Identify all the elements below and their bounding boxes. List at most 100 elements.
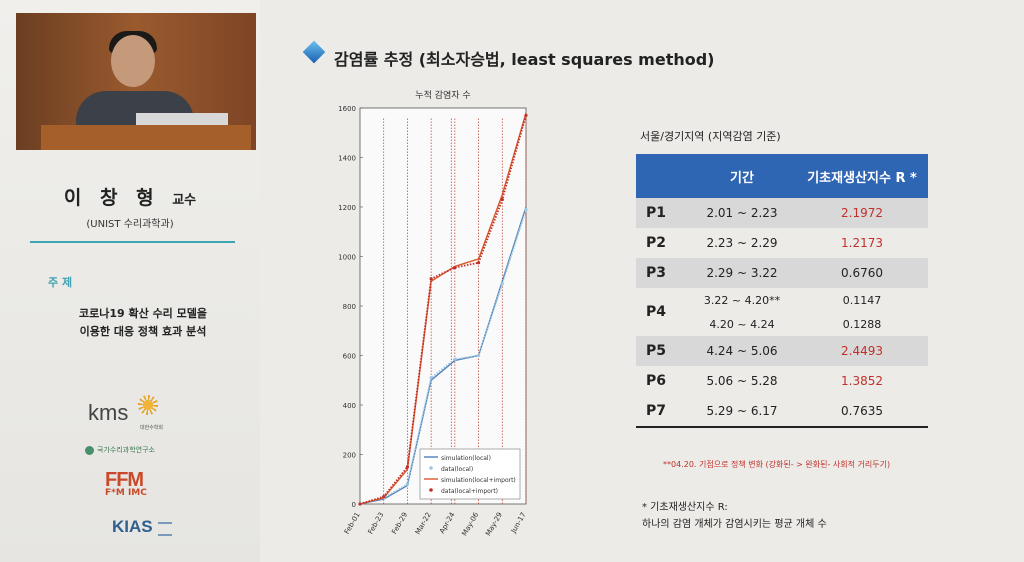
nims-logo: 국가수리과학연구소 [85, 445, 155, 455]
kms-logo-sub: 대한수학회 [140, 425, 164, 431]
r-value: 1.3852 [841, 374, 883, 388]
speaker-title: 교수 [172, 193, 197, 208]
series-point [405, 465, 410, 469]
y-tick-label: 0 [352, 501, 356, 509]
series-point [524, 207, 528, 212]
kms-logo: kms 대한수학회 [88, 400, 163, 431]
table-row: P5 4.24 ~ 5.06 2.4493 [636, 336, 928, 366]
table-header-r: 기초재생산지수 R * [796, 154, 928, 198]
kias-logo-text: KIAS [112, 517, 153, 536]
topic-line1: 코로나19 확산 수리 모델을 [79, 307, 207, 320]
speaker-affiliation: (UNIST 수리과학과) [86, 219, 174, 230]
legend-label: data(local) [441, 466, 473, 473]
series-point [453, 266, 457, 270]
period-code: P7 [636, 396, 688, 428]
series-point [500, 282, 504, 286]
topic-line2: 이용한 대응 정책 효과 분석 [79, 325, 207, 338]
reproduction-number-table: 기간 기초재생산지수 R * P1 2.01 ~ 2.23 2.1972 P2 … [636, 154, 928, 428]
period-range: 4.24 ~ 5.06 [688, 336, 796, 366]
x-tick-label: Feb-29 [390, 511, 409, 536]
ffm-logo-top: FFM [105, 469, 144, 491]
diamond-bullet-icon [302, 40, 326, 64]
y-tick-label: 1000 [338, 254, 356, 262]
divider [30, 241, 235, 243]
r-value: 0.1147 [842, 293, 882, 307]
period-range: 5.29 ~ 6.17 [688, 396, 796, 428]
topic-text: 코로나19 확산 수리 모델을 이용한 대응 정책 효과 분석 [43, 305, 243, 341]
x-tick-label: May-06 [460, 511, 480, 538]
period-range: 2.23 ~ 2.29 [706, 236, 778, 250]
ffm-logo: FFM F*M IMC [105, 470, 155, 498]
x-tick-label: Feb-01 [343, 511, 362, 536]
y-tick-label: 1400 [338, 155, 356, 163]
period-range: 5.06 ~ 5.28 [706, 374, 778, 388]
series-point [429, 277, 433, 281]
table-header-blank [636, 154, 688, 198]
period-code: P2 [646, 235, 667, 251]
kias-logo: KIAS [112, 517, 172, 537]
r-value: 0.7635 [796, 396, 928, 428]
r-definition-title: * 기초재생산지수 R: [642, 502, 728, 513]
legend-label: data(local+import) [441, 488, 498, 495]
table-header-period: 기간 [688, 154, 796, 198]
series-point [500, 197, 504, 202]
series-point [453, 357, 457, 361]
kms-logo-text: kms [88, 400, 129, 425]
series-point [382, 494, 386, 499]
legend-label: simulation(local) [441, 455, 491, 462]
policy-change-footnote: **04.20. 기점으로 정책 변화 (강화된- > 완화된- 사회적 거리두… [663, 460, 891, 469]
r-value: 2.4493 [796, 336, 928, 366]
series-point [476, 261, 481, 265]
speaker-video [16, 13, 256, 150]
kms-sun-icon [138, 395, 158, 415]
x-tick-label: Mar-22 [414, 511, 433, 536]
series-point [476, 353, 481, 358]
kias-lines-icon [158, 522, 172, 536]
speaker-name: 이 창 형 교수 [0, 183, 260, 210]
period-range: 2.29 ~ 3.22 [688, 258, 796, 288]
legend-swatch [429, 488, 433, 492]
legend-swatch [429, 466, 433, 470]
period-code: P1 [636, 198, 688, 228]
period-code: P6 [646, 373, 667, 389]
region-label: 서울/경기지역 (지역감염 기준) [640, 130, 781, 143]
legend-label: simulation(local+import) [441, 477, 516, 484]
r-value: 2.1972 [796, 198, 928, 228]
y-tick-label: 1600 [338, 105, 356, 113]
cumulative-infections-chart: 누적 감염자 수 0 200 400 600 800 1000 1200 1400 1600 Feb… [338, 89, 528, 538]
y-tick-label: 800 [343, 303, 356, 311]
y-tick-label: 600 [343, 353, 356, 361]
topic-label: 주 제 [48, 276, 73, 289]
r-value: 0.6760 [796, 258, 928, 288]
y-tick-label: 1200 [338, 204, 356, 212]
r-definition-text: 하나의 감염 개체가 감염시키는 평균 개체 수 [642, 519, 827, 530]
r-value: 1.2173 [841, 236, 883, 250]
series-point [429, 376, 433, 380]
r-value: 0.1288 [842, 317, 882, 331]
series-point [405, 482, 410, 486]
series-point [524, 113, 528, 118]
table-row: P4 3.22 ~ 4.20** 0.1147 [636, 288, 928, 321]
table-row: P3 2.29 ~ 3.22 0.6760 [636, 258, 928, 288]
x-tick-label: Apr-24 [438, 511, 457, 535]
nims-logo-text: 국가수리과학연구소 [97, 446, 155, 454]
period-range: 2.01 ~ 2.23 [688, 198, 796, 228]
table-row: P6 5.06 ~ 5.28 1.3852 [636, 366, 928, 396]
x-tick-label: May-29 [484, 511, 504, 537]
period-code: P3 [636, 258, 688, 288]
plot-area [359, 107, 527, 505]
period-range: 3.22 ~ 4.20** [703, 293, 781, 307]
x-tick-label: Feb-23 [367, 511, 386, 536]
x-tick-label: Jun-17 [509, 511, 528, 535]
slide-title: 감염률 추정 (최소자승법, least squares method) [334, 50, 715, 69]
table-row: 4.20 ~ 4.24 0.1288 [636, 312, 928, 336]
y-tick-label: 400 [343, 402, 356, 410]
period-code: P5 [636, 336, 688, 366]
table-row: P7 5.29 ~ 6.17 0.7635 [636, 396, 928, 428]
series-point [358, 502, 362, 506]
chart-title: 누적 감염자 수 [415, 89, 470, 101]
ffm-logo-bottom: F*M IMC [105, 488, 147, 498]
table-row: P2 2.23 ~ 2.29 1.2173 [636, 228, 928, 258]
speaker-name-text: 이 창 형 [63, 187, 160, 209]
period-range: 4.20 ~ 4.24 [709, 317, 775, 331]
